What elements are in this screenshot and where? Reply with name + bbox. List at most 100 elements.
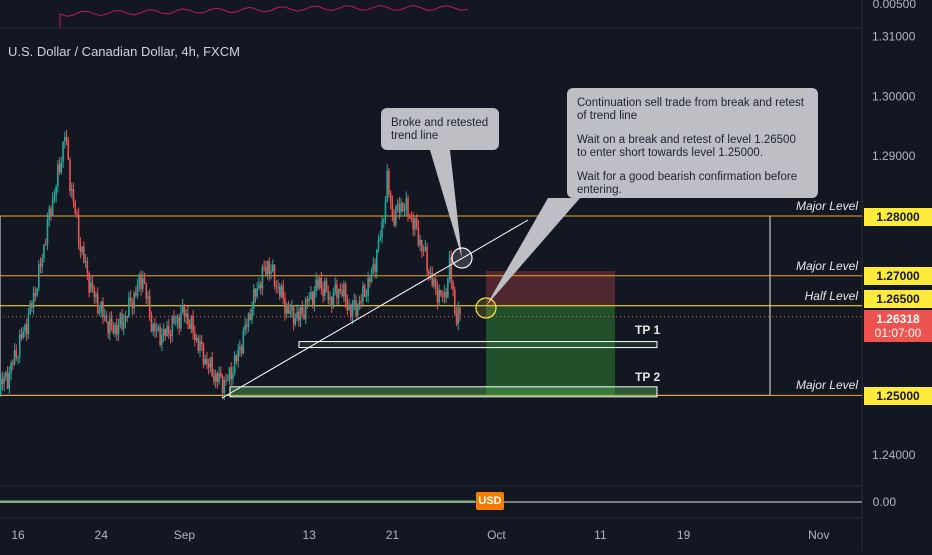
candle-body: [39, 264, 42, 267]
candle-body: [38, 264, 40, 289]
candle-body: [207, 364, 210, 368]
candle-body: [445, 291, 447, 298]
candle-countdown: 01:07:00: [874, 326, 922, 340]
candle-body: [280, 285, 283, 297]
candle-body: [259, 284, 262, 289]
callout-pointer: [430, 150, 462, 258]
candle-body: [142, 278, 144, 289]
candle-body: [128, 297, 130, 318]
candle-body: [221, 376, 224, 394]
candle-body: [407, 198, 409, 217]
candle-body: [278, 286, 281, 297]
candle-body: [171, 316, 174, 337]
candle-body: [329, 297, 331, 300]
candle-body: [452, 282, 454, 290]
candle-body: [419, 239, 421, 246]
candle-body: [254, 288, 257, 297]
level-label: Half Level: [804, 289, 858, 303]
tp2-box: [229, 386, 658, 398]
candle-body: [355, 300, 357, 316]
level-label: Major Level: [795, 259, 858, 273]
tp2-label: TP 2: [635, 370, 661, 384]
candle-body: [377, 239, 380, 250]
candle-body: [20, 334, 23, 338]
candle-body: [395, 205, 397, 225]
candle-body: [0, 379, 2, 395]
candle-body: [103, 315, 106, 318]
candle-body: [169, 334, 172, 337]
x-tick-label: Sep: [174, 528, 196, 542]
candle-body: [346, 300, 349, 311]
candle-body: [105, 315, 108, 322]
candle-body: [124, 316, 127, 322]
candle-body: [239, 346, 241, 350]
candle-body: [226, 380, 229, 382]
candle-body: [84, 261, 87, 263]
candle-body: [150, 315, 153, 332]
candle-body: [25, 324, 28, 334]
candle-body: [50, 208, 52, 216]
candle-body: [190, 315, 193, 329]
x-tick-label: 11: [594, 528, 607, 542]
candle-body: [365, 295, 368, 297]
candle-body: [294, 318, 297, 325]
candle-body: [72, 189, 75, 202]
tp1-label: TP 1: [635, 323, 661, 337]
candle-body: [76, 213, 78, 215]
candle-body: [311, 291, 314, 305]
candle-body: [374, 264, 376, 272]
candle-body: [214, 373, 217, 382]
candle-body: [363, 285, 366, 297]
candle-body: [143, 278, 146, 283]
candle-body: [457, 307, 460, 324]
candle-body: [334, 284, 336, 293]
candle-body: [180, 312, 182, 329]
candle-body: [57, 164, 59, 187]
candle-body: [64, 137, 66, 142]
candle-body: [109, 318, 111, 334]
candle-body: [441, 295, 444, 297]
callout-plan-line: Continuation sell trade from break and r…: [577, 97, 804, 122]
callout-plan-line: Wait on a break and retest of level 1.26…: [577, 134, 796, 159]
candle-body: [112, 325, 115, 334]
candle-body: [121, 313, 123, 330]
indicator-line: [59, 4, 469, 28]
candle-body: [91, 282, 94, 289]
candle-body: [200, 341, 203, 345]
candle-body: [268, 261, 271, 274]
candle-body: [107, 321, 109, 334]
callout-pointer: [486, 198, 580, 306]
candle-body: [220, 373, 222, 377]
callout-retest-text: Broke and retested trend line: [391, 117, 489, 142]
candle-body: [225, 380, 227, 382]
candle-body: [296, 311, 298, 319]
candle-body: [83, 246, 85, 263]
usd-badge[interactable]: USD: [476, 492, 504, 510]
candle-body: [223, 380, 226, 394]
candle-body: [209, 357, 212, 368]
candle-body: [237, 349, 239, 362]
x-tick-label: Nov: [808, 528, 829, 542]
candle-body: [206, 358, 208, 365]
x-tick-label: 24: [95, 528, 109, 542]
candle-body: [244, 324, 246, 331]
trend-line: [221, 219, 529, 399]
candle-body: [317, 279, 319, 288]
candle-body: [18, 334, 21, 357]
candle-body: [93, 288, 96, 298]
candle-body: [246, 324, 248, 327]
candle-body: [79, 242, 82, 252]
candle-body: [100, 301, 102, 311]
candle-body: [324, 280, 326, 296]
candle-body: [265, 267, 267, 275]
candle-body: [325, 280, 328, 293]
candle-body: [266, 261, 269, 275]
candle-body: [370, 270, 373, 282]
candle-body: [322, 288, 324, 296]
candle-body: [159, 326, 161, 345]
candle-body: [178, 317, 180, 329]
candle-body: [270, 271, 272, 274]
candle-body: [213, 376, 215, 382]
